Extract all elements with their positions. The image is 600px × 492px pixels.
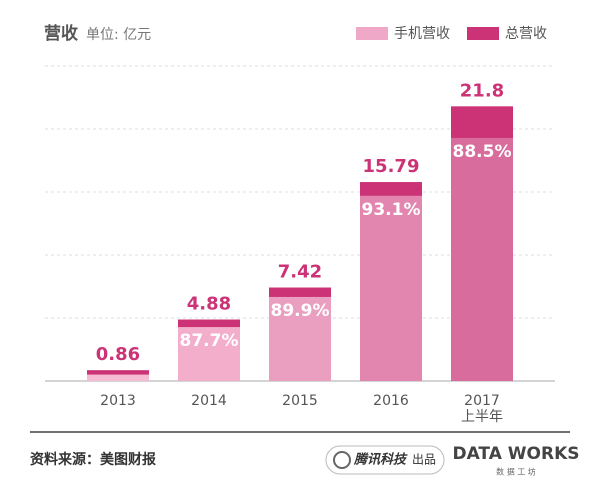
plot: 59.3% 87.7% 89.9% 93.1% 88.5% (87, 106, 513, 399)
x-tick-label: 2017 (464, 393, 500, 409)
producer-icon (333, 451, 351, 469)
mobile-bar (87, 374, 149, 381)
x-tick-label: 2015 (282, 393, 318, 409)
share-label: 93.1% (362, 200, 421, 220)
total-label: 0.86 (96, 344, 140, 365)
producer-suffix: 出品 (412, 453, 436, 467)
chart-subtitle: 单位: 亿元 (86, 27, 151, 43)
x-tick-label: 2016 (373, 393, 409, 409)
x-tick-label: 2013 (100, 393, 136, 409)
mobile-bar (178, 327, 240, 381)
legend-swatch (467, 27, 499, 40)
share-label: 88.5% (453, 142, 512, 162)
mobile-bar (451, 137, 513, 381)
producer: 腾讯科技 (353, 452, 408, 468)
legend-swatch (356, 27, 388, 40)
mobile-bar (360, 195, 422, 381)
total-label: 4.88 (187, 294, 231, 315)
brand-sub: 数 据 工 坊 (496, 467, 536, 477)
share-label: 87.7% (180, 331, 239, 351)
legend-label: 总营收 (505, 26, 547, 42)
x-tick-label: 2014 (191, 393, 227, 409)
chart-title: 营收 (44, 23, 78, 44)
mobile-bar (269, 296, 331, 381)
brand: DATA WORKS (452, 444, 579, 464)
share-label: 89.9% (271, 301, 330, 321)
source: 资料来源：美图财报 (30, 451, 156, 468)
total-label: 21.8 (460, 80, 504, 101)
legend-label: 手机营收 (394, 26, 450, 42)
producer-badge (325, 445, 445, 475)
total-label: 7.42 (278, 262, 322, 283)
x-tick-label: 上半年 (461, 409, 503, 425)
share-label: 59.3% (89, 379, 148, 399)
total-label: 15.79 (363, 156, 420, 177)
